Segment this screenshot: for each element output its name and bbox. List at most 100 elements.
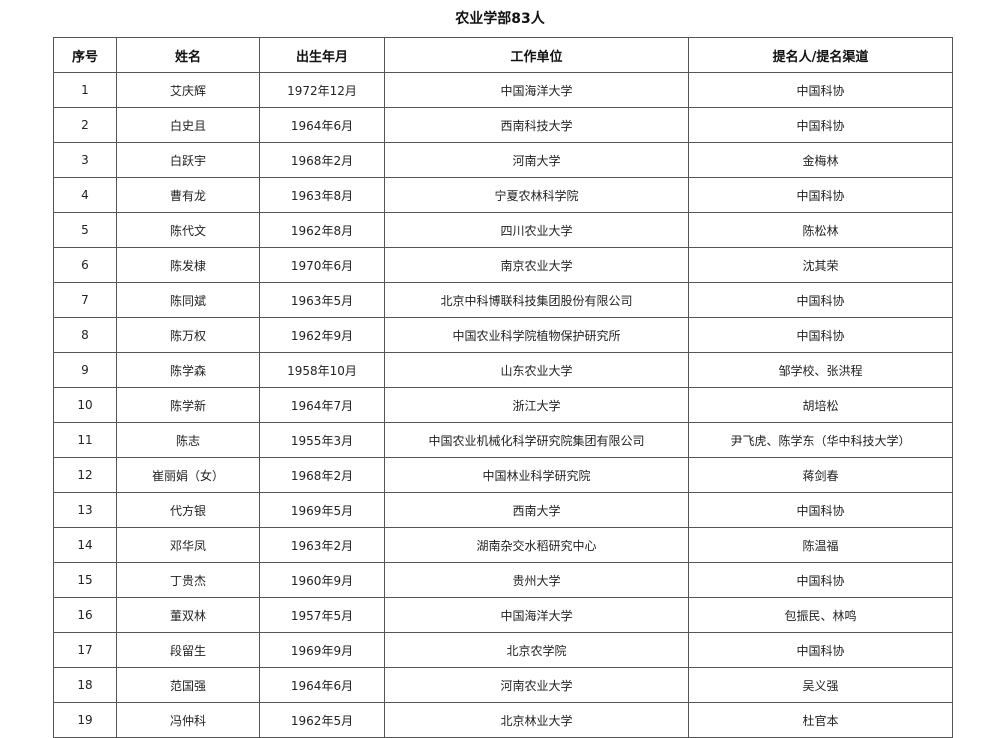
column-header-birth: 出生年月: [259, 37, 385, 73]
table-row: 17 段留生 1969年9月 北京农学院 中国科协: [53, 632, 953, 668]
cell-birth: 1955年3月: [259, 422, 385, 458]
cell-nominator: 中国科协: [688, 317, 953, 353]
cell-number: 7: [53, 282, 117, 318]
cell-name: 陈学新: [116, 387, 260, 423]
cell-nominator: 尹飞虎、陈学东（华中科技大学）: [688, 422, 953, 458]
table-row: 7 陈同斌 1963年5月 北京中科博联科技集团股份有限公司 中国科协: [53, 282, 953, 318]
table-row: 15 丁贵杰 1960年9月 贵州大学 中国科协: [53, 562, 953, 598]
cell-name: 冯仲科: [116, 702, 260, 738]
cell-workplace: 中国海洋大学: [384, 597, 689, 633]
cell-name: 邓华凤: [116, 527, 260, 563]
cell-workplace: 山东农业大学: [384, 352, 689, 388]
column-header-nominator: 提名人/提名渠道: [688, 37, 953, 73]
cell-name: 范国强: [116, 667, 260, 703]
cell-nominator: 中国科协: [688, 632, 953, 668]
cell-workplace: 中国农业科学院植物保护研究所: [384, 317, 689, 353]
cell-nominator: 陈温福: [688, 527, 953, 563]
cell-birth: 1964年6月: [259, 107, 385, 143]
cell-workplace: 湖南杂交水稻研究中心: [384, 527, 689, 563]
cell-nominator: 胡培松: [688, 387, 953, 423]
cell-workplace: 浙江大学: [384, 387, 689, 423]
table-row: 18 范国强 1964年6月 河南农业大学 吴义强: [53, 667, 953, 703]
cell-name: 崔丽娟（女）: [116, 457, 260, 493]
cell-name: 陈同斌: [116, 282, 260, 318]
cell-name: 白史且: [116, 107, 260, 143]
table-row: 12 崔丽娟（女） 1968年2月 中国林业科学研究院 蒋剑春: [53, 457, 953, 493]
cell-workplace: 中国农业机械化科学研究院集团有限公司: [384, 422, 689, 458]
cell-name: 董双林: [116, 597, 260, 633]
table-header-row: 序号 姓名 出生年月 工作单位 提名人/提名渠道: [53, 37, 953, 73]
document-title: 农业学部83人: [455, 11, 545, 27]
cell-name: 丁贵杰: [116, 562, 260, 598]
cell-nominator: 中国科协: [688, 177, 953, 213]
cell-birth: 1963年5月: [259, 282, 385, 318]
cell-number: 8: [53, 317, 117, 353]
cell-birth: 1964年6月: [259, 667, 385, 703]
cell-name: 代方银: [116, 492, 260, 528]
cell-name: 段留生: [116, 632, 260, 668]
cell-nominator: 中国科协: [688, 72, 953, 108]
cell-birth: 1968年2月: [259, 142, 385, 178]
cell-number: 18: [53, 667, 117, 703]
cell-workplace: 四川农业大学: [384, 212, 689, 248]
cell-birth: 1962年8月: [259, 212, 385, 248]
cell-birth: 1962年5月: [259, 702, 385, 738]
cell-number: 9: [53, 352, 117, 388]
table-body: 1 艾庆辉 1972年12月 中国海洋大学 中国科协 2 白史且 1964年6月 西南科技大学中…: [53, 72, 953, 738]
cell-workplace: 贵州大学: [384, 562, 689, 598]
cell-name: 陈志: [116, 422, 260, 458]
column-header-number: 序号: [53, 37, 117, 73]
table-row: 1 艾庆辉 1972年12月 中国海洋大学 中国科协: [53, 72, 953, 108]
table-row: 4 曹有龙 1963年8月 宁夏农林科学院 中国科协: [53, 177, 953, 213]
cell-nominator: 陈松林: [688, 212, 953, 248]
cell-number: 14: [53, 527, 117, 563]
cell-birth: 1972年12月: [259, 72, 385, 108]
cell-birth: 1969年5月: [259, 492, 385, 528]
cell-number: 4: [53, 177, 117, 213]
table-row: 9 陈学森 1958年10月 山东农业大学 邹学校、张洪程: [53, 352, 953, 388]
cell-workplace: 河南大学: [384, 142, 689, 178]
cell-workplace: 西南科技大学: [384, 107, 689, 143]
cell-nominator: 包振民、林鸣: [688, 597, 953, 633]
cell-number: 11: [53, 422, 117, 458]
table-row: 8 陈万权 1962年9月 中国农业科学院植物保护研究所 中国科协: [53, 317, 953, 353]
table-row: 14 邓华凤 1963年2月 湖南杂交水稻研究中心 陈温福: [53, 527, 953, 563]
cell-number: 6: [53, 247, 117, 283]
cell-nominator: 金梅林: [688, 142, 953, 178]
cell-nominator: 邹学校、张洪程: [688, 352, 953, 388]
cell-birth: 1962年9月: [259, 317, 385, 353]
table-row: 13 代方银 1969年5月 西南大学 中国科协: [53, 492, 953, 528]
cell-name: 曹有龙: [116, 177, 260, 213]
cell-number: 13: [53, 492, 117, 528]
cell-nominator: 中国科协: [688, 562, 953, 598]
cell-birth: 1958年10月: [259, 352, 385, 388]
cell-number: 17: [53, 632, 117, 668]
cell-name: 陈发棣: [116, 247, 260, 283]
cell-workplace: 宁夏农林科学院: [384, 177, 689, 213]
cell-number: 15: [53, 562, 117, 598]
table-row: 16 董双林 1957年5月 中国海洋大学 包振民、林鸣: [53, 597, 953, 633]
cell-workplace: 中国海洋大学: [384, 72, 689, 108]
cell-workplace: 北京林业大学: [384, 702, 689, 738]
cell-birth: 1957年5月: [259, 597, 385, 633]
cell-nominator: 中国科协: [688, 492, 953, 528]
cell-nominator: 中国科协: [688, 282, 953, 318]
table-row: 5 陈代文 1962年8月 四川农业大学 陈松林: [53, 212, 953, 248]
column-header-name: 姓名: [116, 37, 260, 73]
cell-name: 艾庆辉: [116, 72, 260, 108]
cell-birth: 1960年9月: [259, 562, 385, 598]
cell-number: 1: [53, 72, 117, 108]
cell-birth: 1969年9月: [259, 632, 385, 668]
cell-name: 陈学森: [116, 352, 260, 388]
cell-number: 2: [53, 107, 117, 143]
table-row: 2 白史且 1964年6月 西南科技大学 中国科协: [53, 107, 953, 143]
cell-nominator: 蒋剑春: [688, 457, 953, 493]
cell-number: 19: [53, 702, 117, 738]
cell-nominator: 吴义强: [688, 667, 953, 703]
table-row: 10 陈学新 1964年7月 浙江大学 胡培松: [53, 387, 953, 423]
cell-birth: 1963年2月: [259, 527, 385, 563]
cell-workplace: 中国林业科学研究院: [384, 457, 689, 493]
cell-nominator: 沈其荣: [688, 247, 953, 283]
cell-name: 陈万权: [116, 317, 260, 353]
cell-nominator: 中国科协: [688, 107, 953, 143]
